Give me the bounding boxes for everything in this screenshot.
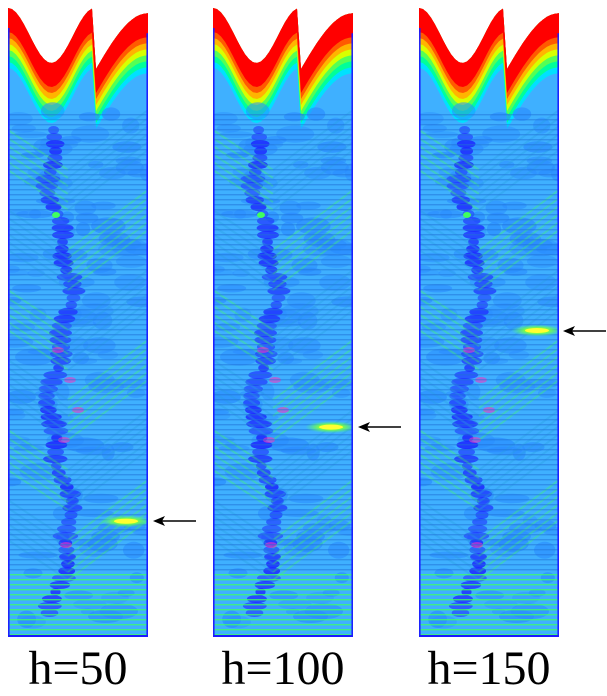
heatmap-image — [213, 8, 353, 637]
heatmap-image — [419, 8, 559, 637]
left-arrow-glyph — [358, 422, 401, 433]
left-arrow-glyph — [153, 516, 196, 527]
heatmap-image — [8, 8, 148, 637]
left-arrow-glyph — [563, 325, 606, 336]
panel-label-h150: h=150 — [427, 642, 551, 695]
heatmap-panel-h50 — [8, 0, 148, 640]
panel-label-h50: h=50 — [28, 642, 128, 695]
left-arrow-icon — [152, 513, 196, 534]
panel-label-h100: h=100 — [221, 642, 345, 695]
heatmap-panel-h100 — [213, 0, 353, 640]
left-arrow-icon — [562, 323, 606, 344]
heatmap-panel-h150 — [419, 0, 559, 640]
left-arrow-icon — [357, 419, 401, 440]
